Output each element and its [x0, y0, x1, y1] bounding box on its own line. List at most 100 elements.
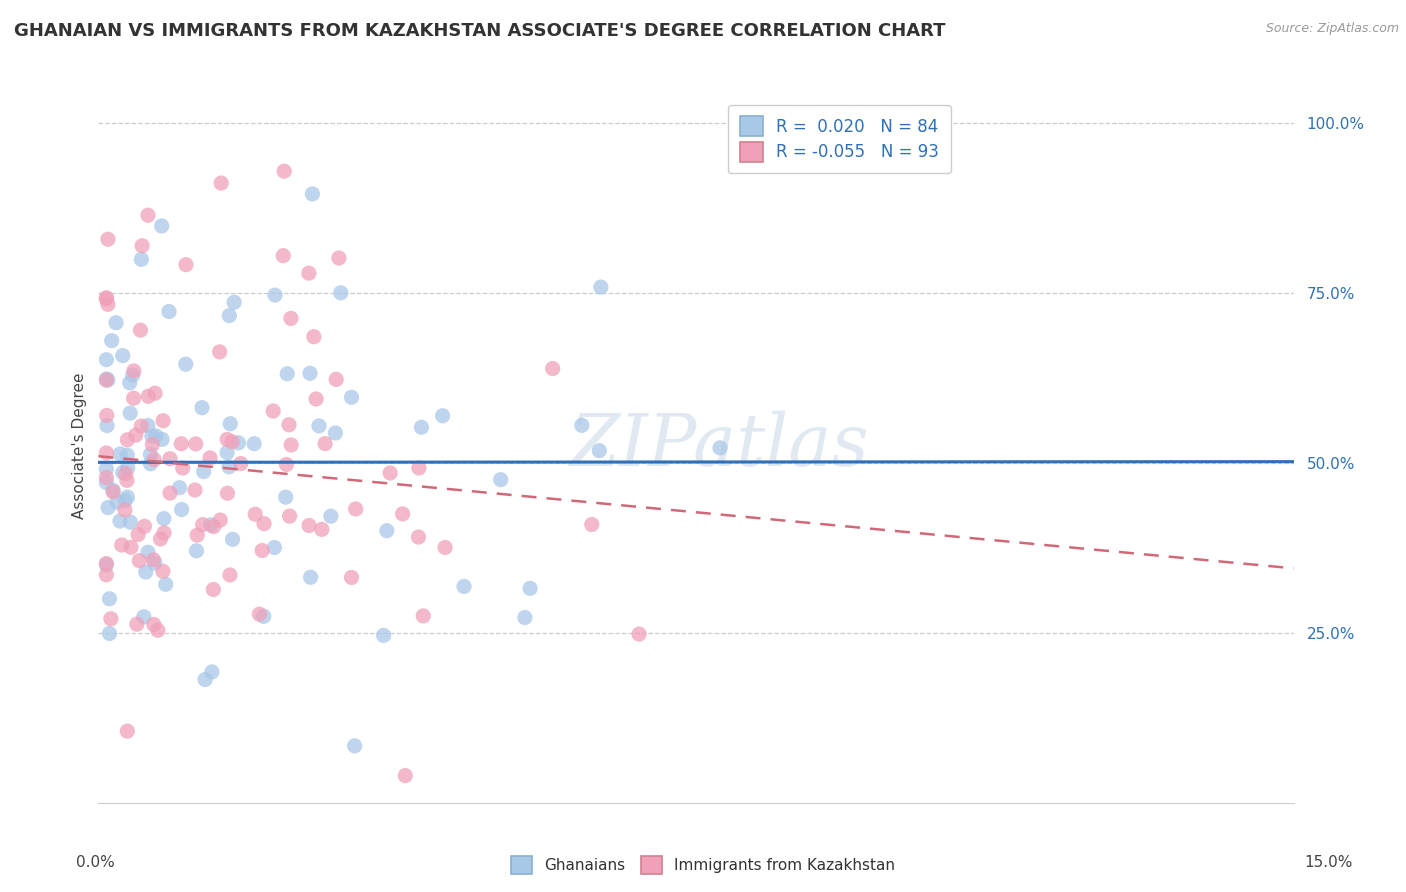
Point — [131, 252, 153, 267]
Point — [298, 367, 321, 381]
Point — [142, 553, 165, 567]
Text: GHANAIAN VS IMMIGRANTS FROM KAZAKHSTAN ASSOCIATE'S DEGREE CORRELATION CHART: GHANAIAN VS IMMIGRANTS FROM KAZAKHSTAN A… — [14, 22, 946, 40]
Point — [136, 208, 159, 222]
Point — [155, 577, 177, 591]
Point — [96, 557, 118, 571]
Point — [298, 518, 321, 533]
Point — [305, 392, 328, 406]
Point — [325, 372, 347, 386]
Point — [97, 373, 120, 387]
Point — [114, 467, 136, 481]
Point — [378, 466, 401, 480]
Point — [340, 570, 363, 584]
Point — [411, 420, 433, 434]
Text: Source: ZipAtlas.com: Source: ZipAtlas.com — [1265, 22, 1399, 36]
Point — [96, 462, 118, 476]
Point — [170, 502, 193, 516]
Point — [145, 429, 167, 443]
Point — [202, 519, 225, 533]
Point — [105, 495, 128, 509]
Point — [117, 460, 139, 475]
Y-axis label: Associate's Degree: Associate's Degree — [72, 373, 87, 519]
Point — [201, 665, 224, 679]
Point — [628, 627, 651, 641]
Point — [276, 367, 298, 381]
Point — [120, 515, 142, 529]
Point — [298, 266, 321, 280]
Point — [541, 361, 564, 376]
Point — [118, 376, 141, 390]
Text: 15.0%: 15.0% — [1305, 855, 1353, 870]
Point — [221, 434, 243, 449]
Point — [314, 436, 336, 450]
Point — [142, 617, 165, 632]
Point — [262, 404, 284, 418]
Point — [122, 364, 145, 378]
Point — [152, 564, 174, 578]
Point — [174, 258, 197, 272]
Point — [172, 461, 194, 475]
Point — [97, 297, 120, 311]
Point — [134, 519, 156, 533]
Point — [98, 626, 121, 640]
Point — [129, 323, 152, 337]
Point — [513, 610, 536, 624]
Point — [247, 607, 270, 621]
Point — [111, 538, 134, 552]
Point — [115, 474, 138, 488]
Point — [243, 436, 266, 450]
Point — [96, 567, 118, 582]
Point — [98, 591, 121, 606]
Point — [96, 418, 118, 433]
Point — [373, 628, 395, 642]
Point — [96, 352, 118, 367]
Point — [328, 251, 350, 265]
Point — [589, 280, 612, 294]
Point — [96, 558, 118, 572]
Point — [229, 457, 252, 471]
Point — [412, 608, 434, 623]
Point — [136, 418, 159, 433]
Point — [146, 624, 169, 638]
Point — [122, 391, 145, 405]
Point — [280, 438, 302, 452]
Point — [131, 239, 153, 253]
Point — [132, 609, 155, 624]
Point — [136, 545, 159, 559]
Point — [193, 465, 215, 479]
Point — [96, 373, 118, 387]
Point — [124, 428, 146, 442]
Point — [139, 447, 162, 461]
Point — [263, 541, 285, 555]
Point — [278, 509, 301, 524]
Point — [143, 386, 166, 401]
Point — [115, 448, 138, 462]
Point — [453, 579, 475, 593]
Point — [111, 349, 134, 363]
Point — [245, 507, 267, 521]
Point — [224, 295, 246, 310]
Point — [276, 458, 298, 472]
Legend: R =  0.020   N = 84, R = -0.055   N = 93: R = 0.020 N = 84, R = -0.055 N = 93 — [728, 104, 950, 173]
Point — [114, 493, 136, 508]
Point — [121, 368, 143, 383]
Point — [209, 513, 232, 527]
Point — [186, 543, 208, 558]
Point — [581, 517, 603, 532]
Point — [117, 724, 139, 739]
Point — [150, 433, 173, 447]
Point — [149, 532, 172, 546]
Point — [311, 522, 333, 536]
Point — [97, 500, 120, 515]
Point — [184, 483, 207, 497]
Point — [169, 481, 191, 495]
Point — [489, 473, 512, 487]
Point — [96, 372, 118, 386]
Point — [434, 541, 457, 555]
Point — [141, 429, 163, 443]
Point — [108, 447, 131, 461]
Point — [325, 425, 347, 440]
Point — [343, 739, 366, 753]
Point — [120, 406, 142, 420]
Point — [221, 533, 243, 547]
